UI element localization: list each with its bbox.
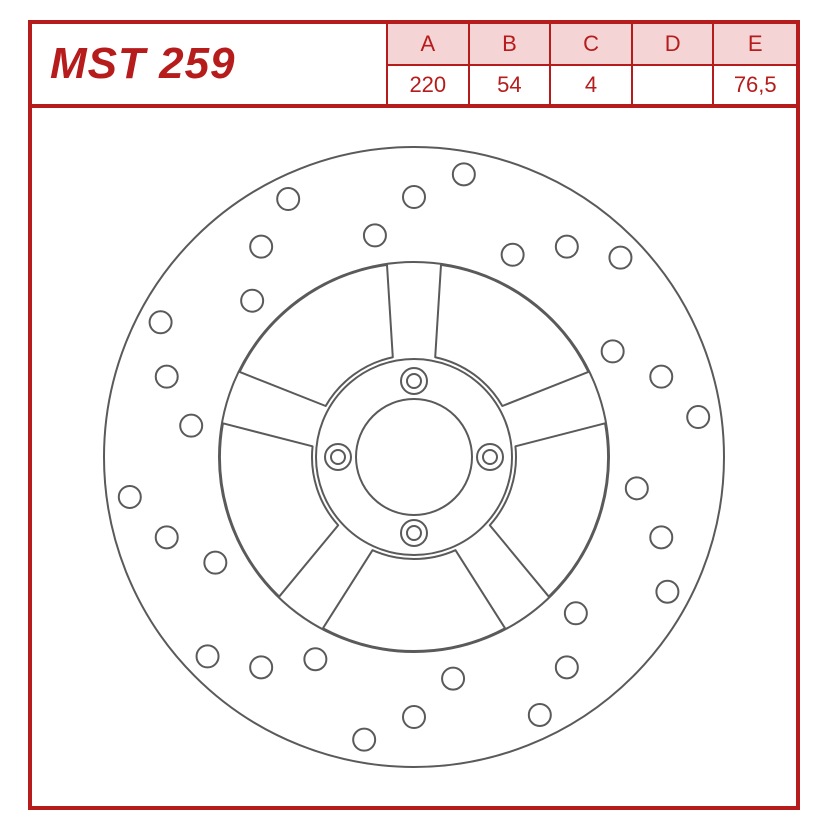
container: MST 259 A 220 B 54 C 4 D xyxy=(0,0,827,827)
spec-header: E xyxy=(714,24,796,66)
spec-header: D xyxy=(633,24,713,66)
spec-col-b: B 54 xyxy=(470,24,552,108)
spec-table: A 220 B 54 C 4 D E 76,5 xyxy=(386,24,796,108)
spec-value: 76,5 xyxy=(714,66,796,108)
spec-value: 54 xyxy=(470,66,550,108)
diagram-area xyxy=(32,108,796,806)
spec-header: C xyxy=(551,24,631,66)
spec-col-d: D xyxy=(633,24,715,108)
spec-header: A xyxy=(388,24,468,66)
brake-disc-diagram xyxy=(84,127,744,787)
part-number-title: MST 259 xyxy=(50,39,236,89)
spec-value: 220 xyxy=(388,66,468,108)
spec-value: 4 xyxy=(551,66,631,108)
header-row: MST 259 A 220 B 54 C 4 D xyxy=(32,24,796,108)
spec-col-a: A 220 xyxy=(388,24,470,108)
title-cell: MST 259 xyxy=(32,24,386,108)
spec-col-c: C 4 xyxy=(551,24,633,108)
frame: MST 259 A 220 B 54 C 4 D xyxy=(28,20,800,810)
spec-header: B xyxy=(470,24,550,66)
spec-col-e: E 76,5 xyxy=(714,24,796,108)
spec-value xyxy=(633,66,713,108)
